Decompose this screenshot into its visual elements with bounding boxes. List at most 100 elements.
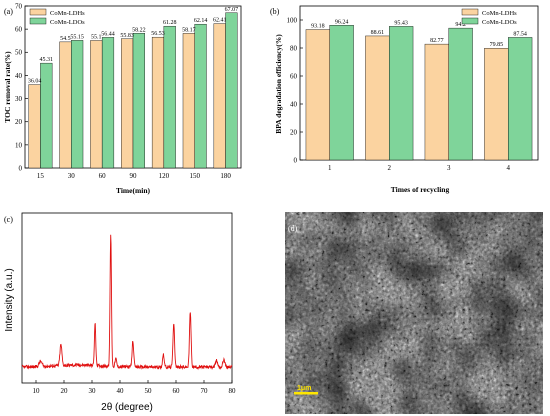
bar-value-label: 93.18 (311, 24, 325, 30)
bar-value-label: 45.31 (40, 57, 54, 63)
chart-b-frame (299, 5, 539, 161)
chart-b-ylabel: BPA degradation efficiency(%) (274, 34, 283, 134)
chart-b-legend: CoMn-LDHs CoMn-LDOs (461, 8, 517, 26)
bar-value-label: 36.04 (28, 79, 42, 85)
bar-ldh (121, 38, 134, 169)
ytick-label: 80 (290, 44, 298, 52)
xtick-label: 15 (37, 172, 45, 180)
legend-a-label-ldh: CoMn-LDHs (50, 10, 85, 17)
xtick-label: 60 (99, 172, 107, 180)
chart-c-ylabel: Intensity (a.u.) (4, 268, 15, 331)
chart-a-legend: CoMn-LDHs CoMn-LDOs (29, 8, 85, 26)
bar-value-label: 55.1 (91, 34, 102, 40)
bar-ldh (424, 43, 449, 161)
bar-value-label: 55.15 (70, 34, 84, 40)
bar-ldh (151, 36, 165, 169)
bar-value-label: 54.5 (60, 36, 71, 42)
ytick-label: 20 (290, 128, 298, 136)
chart-a-ylabel: TOC removal rate(%) (3, 51, 12, 123)
ytick-label: 60 (15, 26, 23, 34)
ytick-label: 50 (15, 49, 23, 57)
bar-ldh (305, 29, 330, 161)
xtick-label: 30 (89, 387, 97, 395)
legend-b-label-ldo: CoMn-LDOs (482, 19, 517, 26)
ytick-label: 100 (287, 16, 298, 24)
xtick-label: 180 (220, 172, 231, 180)
bar-value-label: 87.54 (513, 31, 527, 37)
chart-a: (a) 0 10 20 30 40 50 60 70 15 30 60 90 120 150 180 36… (3, 2, 242, 195)
ytick-label: 70 (15, 2, 23, 10)
chart-b-xlabel: Times of recycling (391, 185, 450, 194)
bar-value-label: 61.28 (163, 20, 177, 26)
bar-value-label: 67.07 (225, 7, 239, 13)
chart-c-frame (21, 212, 233, 384)
bar-ldo (194, 23, 207, 169)
xtick-label: 80 (229, 387, 237, 395)
xtick-label: 40 (117, 387, 125, 395)
chart-a-xlabel: Time(min) (116, 186, 151, 195)
xtick-label: 1 (328, 164, 332, 172)
bar-ldh (182, 33, 195, 169)
bar-ldh (484, 48, 509, 161)
ytick-label: 40 (15, 72, 23, 80)
bar-value-label: 88.61 (371, 30, 385, 36)
bar-value-label: 79.85 (490, 42, 504, 48)
bar-ldh (213, 23, 226, 169)
legend-b-swatch-ldo (461, 17, 479, 25)
bar-value-label: 55.83 (120, 33, 134, 39)
bar-value-label: 58.17 (182, 27, 196, 33)
ytick-label: 60 (290, 72, 298, 80)
xtick-label: 30 (68, 172, 76, 180)
bar-value-label: 56.44 (101, 31, 115, 37)
legend-a-swatch-ldo (29, 17, 47, 25)
bar-value-label: 62.14 (194, 18, 208, 24)
legend-a-swatch-ldh (29, 8, 47, 16)
xrd-pattern-line (21, 234, 233, 371)
xtick-label: 70 (201, 387, 209, 395)
panel-a-label: (a) (4, 7, 13, 16)
sem-image-panel: (d) 1μm (285, 212, 543, 414)
bar-ldo (448, 27, 473, 161)
bar-value-label: 58.22 (132, 27, 146, 33)
bar-value-label: 56.53 (151, 31, 165, 37)
bar-ldh (90, 40, 103, 169)
bar-value-label: 96.24 (335, 19, 349, 25)
legend-b-swatch-ldh (461, 8, 479, 16)
ytick-label: 0 (294, 156, 298, 164)
bar-ldh (59, 41, 72, 169)
xtick-label: 50 (145, 387, 153, 395)
sem-shadow-texture (285, 212, 543, 414)
xtick-label: 150 (189, 172, 200, 180)
bar-ldo (225, 12, 238, 169)
bar-ldo (101, 37, 115, 169)
legend-b-label-ldh: CoMn-LDHs (482, 10, 517, 17)
ytick-label: 10 (15, 141, 23, 149)
xtick-label: 3 (447, 164, 451, 172)
xtick-label: 60 (173, 387, 181, 395)
xtick-label: 20 (61, 387, 69, 395)
chart-b: (b) 0 20 40 60 80 100 1 2 3 4 93.18 96.24 88.61 95.… (270, 5, 539, 194)
scale-bar (294, 392, 318, 395)
xtick-label: 2 (388, 164, 392, 172)
bar-ldo (71, 40, 84, 169)
ytick-label: 0 (19, 164, 23, 172)
xtick-label: 4 (507, 164, 511, 172)
bar-ldo (508, 37, 533, 161)
panel-c-label: (c) (4, 215, 13, 224)
bar-value-label: 62.41 (213, 18, 227, 24)
ytick-label: 40 (290, 100, 298, 108)
bar-ldo (132, 33, 145, 169)
bar-ldo (329, 25, 354, 161)
ytick-label: 30 (15, 95, 23, 103)
ytick-label: 20 (15, 118, 23, 126)
bar-ldh (365, 35, 390, 161)
bar-ldo (389, 26, 414, 161)
chart-c: (c) 10 20 30 40 50 60 70 80 2θ (degree) Intensi… (4, 212, 237, 413)
xtick-label: 90 (130, 172, 138, 180)
bar-value-label: 95.43 (394, 20, 408, 26)
chart-c-xlabel: 2θ (degree) (101, 402, 153, 413)
scale-bar-label: 1μm (297, 385, 311, 392)
panel-b-label: (b) (270, 7, 280, 16)
bar-ldo (40, 62, 53, 169)
